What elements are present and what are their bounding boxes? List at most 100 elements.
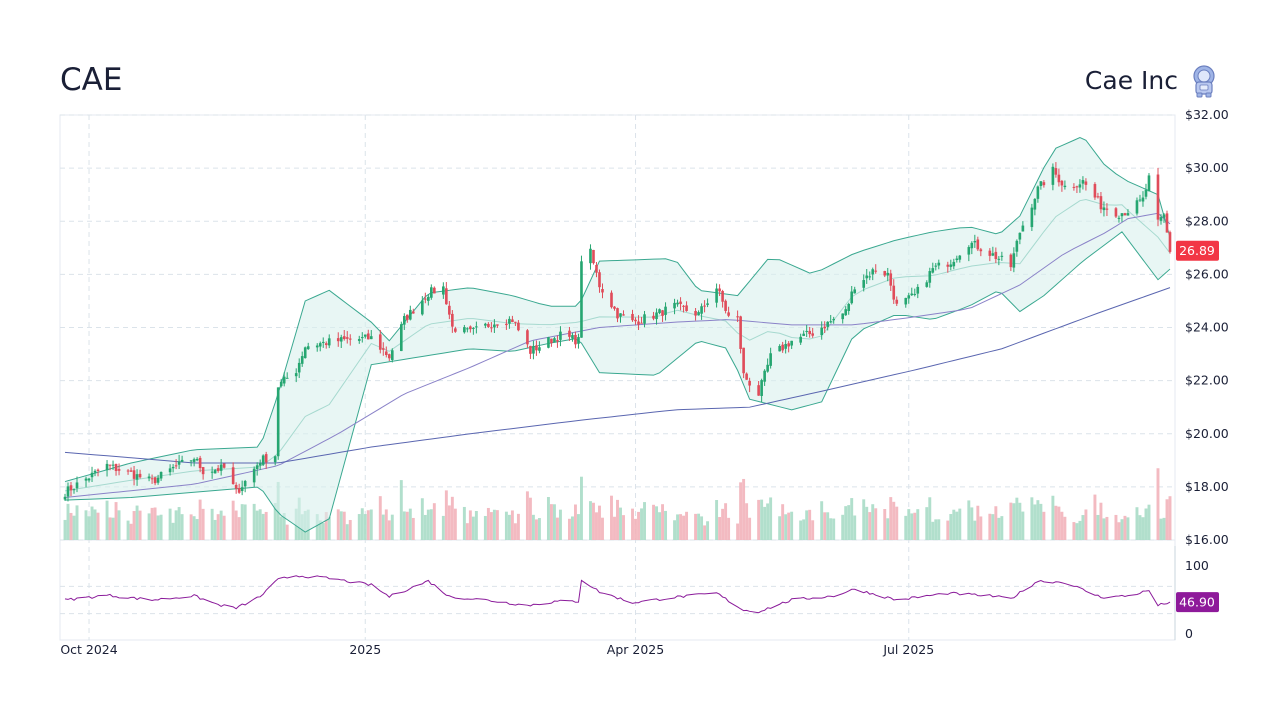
volume-bar xyxy=(1063,516,1067,540)
grid xyxy=(59,114,1176,641)
candle-body xyxy=(108,464,112,466)
volume-bar xyxy=(658,512,661,540)
volume-bar xyxy=(937,519,941,540)
candle-body xyxy=(559,331,562,340)
candle-body xyxy=(781,344,784,351)
volume-bar xyxy=(832,518,836,540)
candle-body xyxy=(958,255,962,260)
candle-body xyxy=(285,377,289,379)
volume-bar xyxy=(574,504,577,540)
volume-bar xyxy=(69,512,73,540)
candle-body xyxy=(1051,166,1055,185)
volume-bar xyxy=(706,521,710,540)
volume-bar xyxy=(1054,505,1058,540)
candle-body xyxy=(1126,213,1130,216)
volume-bar xyxy=(129,523,133,540)
candle-body xyxy=(126,470,130,472)
candle-body xyxy=(87,478,91,481)
candle-body xyxy=(622,314,625,316)
volume-bar xyxy=(135,505,139,540)
volume-bar xyxy=(63,519,67,540)
candle-body xyxy=(1060,180,1064,186)
candle-body xyxy=(790,340,793,346)
candle-body xyxy=(1168,232,1172,252)
candle-body xyxy=(658,309,661,314)
candle-body xyxy=(739,316,742,349)
volume-bar xyxy=(273,503,277,540)
volume-bar xyxy=(739,482,743,540)
volume-bar xyxy=(1138,515,1142,540)
volume-bar xyxy=(315,514,319,540)
volume-bar xyxy=(946,520,950,540)
candle-body xyxy=(637,321,640,325)
volume-bar xyxy=(255,510,259,540)
volume-bar xyxy=(450,496,454,540)
volume-bar xyxy=(108,517,112,540)
volume-bar xyxy=(1117,522,1121,540)
candle-body xyxy=(619,313,622,317)
volume-bar xyxy=(841,514,845,540)
volume-bar xyxy=(748,517,752,540)
candle-body xyxy=(868,276,872,278)
candle-body xyxy=(556,340,559,342)
candle-body xyxy=(886,272,890,276)
candle-body xyxy=(405,314,409,320)
candle-body xyxy=(676,302,679,305)
volume-bar xyxy=(408,508,412,540)
candle-body xyxy=(988,250,992,256)
volume-bar xyxy=(823,512,827,540)
rsi-value-label: 46.90 xyxy=(1179,595,1215,610)
volume-bar xyxy=(1081,515,1085,540)
volume-bar xyxy=(580,476,583,540)
volume-bar xyxy=(441,515,445,540)
volume-bar xyxy=(66,503,70,540)
volume-bar xyxy=(991,514,995,540)
candle-body xyxy=(132,470,136,479)
volume-bar xyxy=(595,512,598,540)
sma-50-line xyxy=(64,212,1171,498)
volume-bar xyxy=(114,502,118,540)
volume-bar xyxy=(784,514,788,540)
volume-bar xyxy=(189,514,193,540)
volume-bar xyxy=(237,517,241,540)
candle-body xyxy=(300,356,304,364)
candle-body xyxy=(496,324,499,326)
volume-bar xyxy=(132,511,136,540)
volume-bar xyxy=(1030,497,1034,540)
y-tick-label: $28.00 xyxy=(1185,213,1229,228)
volume-bar xyxy=(513,523,517,540)
volume-bar xyxy=(258,509,262,540)
volume-bar xyxy=(907,509,911,540)
candle-body xyxy=(571,335,574,339)
volume-bar xyxy=(495,510,499,540)
volume-bar xyxy=(700,516,704,540)
volume-bar xyxy=(174,510,178,540)
candle-body xyxy=(580,261,583,338)
volume-bar xyxy=(577,514,580,540)
volume-bar xyxy=(342,511,346,540)
candle-body xyxy=(508,318,511,324)
volume-bar xyxy=(180,514,184,540)
volume-bar xyxy=(820,501,824,540)
candle-body xyxy=(907,295,911,299)
candle-body xyxy=(1015,240,1019,252)
volume-bar xyxy=(736,523,740,540)
candle-body xyxy=(1033,198,1037,210)
candle-body xyxy=(90,472,94,478)
volume-bar xyxy=(1018,502,1022,540)
candle-body xyxy=(210,471,214,473)
volume-bar xyxy=(387,520,391,540)
volume-bar xyxy=(453,508,457,540)
ticker-title: CAE xyxy=(60,62,123,98)
candle-body xyxy=(700,306,703,314)
volume-bar xyxy=(465,523,469,540)
volume-bar xyxy=(426,509,430,540)
candle-body xyxy=(1057,174,1061,183)
axes: $16.00 $18.00 $20.00 $22.00 $24.00 $26.00 $28.… xyxy=(60,107,1228,657)
candle-body xyxy=(592,249,595,264)
candle-body xyxy=(105,463,109,471)
volume-bar xyxy=(694,513,698,540)
volume-bar xyxy=(778,516,782,540)
volume-bar xyxy=(1036,500,1040,540)
candle-body xyxy=(264,454,268,463)
